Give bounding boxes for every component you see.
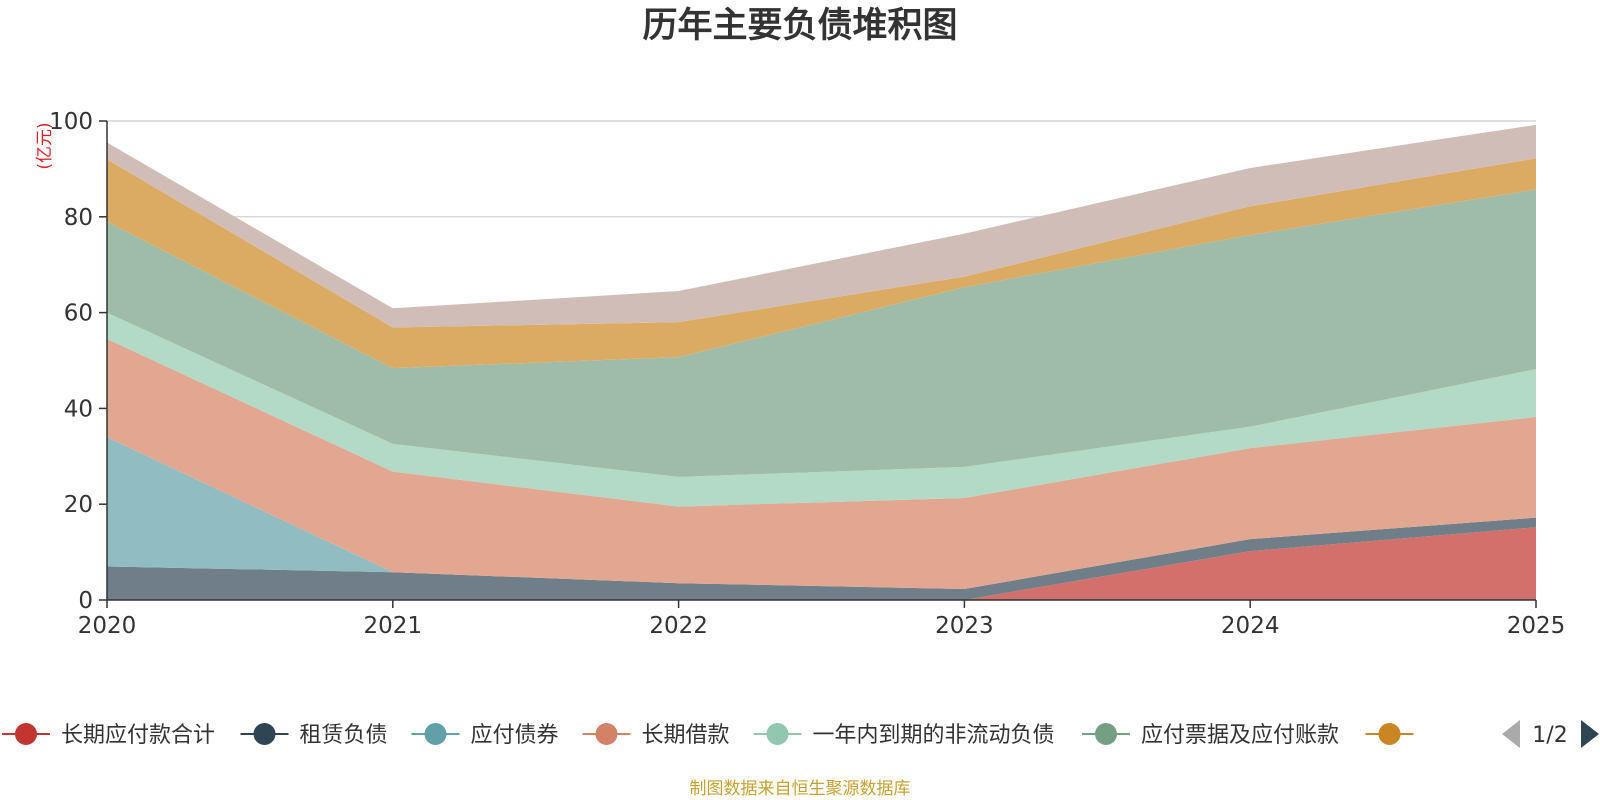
source-note: 制图数据来自恒生聚源数据库 bbox=[689, 779, 911, 799]
legend: 长期应付款合计 租赁负债 应付债券 长期借款 一年内到期的非流动负债 应付票据及应付账款 1… bbox=[2, 720, 1599, 748]
legend-label-series-5: 一年内到期的非流动负债 bbox=[813, 723, 1055, 748]
x-tick-label-2025: 2025 bbox=[1507, 613, 1566, 639]
chart-title: 历年主要负债堆积图 bbox=[642, 6, 958, 46]
y-tick-label-0: 0 bbox=[78, 588, 93, 614]
legend-marker-series-3 bbox=[424, 723, 447, 745]
y-tick-label-100: 100 bbox=[49, 109, 93, 135]
area-series-2[interactable] bbox=[107, 517, 1536, 600]
y-tick-label-80: 80 bbox=[64, 205, 93, 231]
legend-marker-series-4 bbox=[595, 723, 618, 745]
legend-marker-series-1 bbox=[15, 723, 37, 745]
legend-marker-series-5 bbox=[766, 723, 789, 745]
area-series-8[interactable] bbox=[107, 124, 1536, 328]
stacked-areas bbox=[107, 124, 1536, 600]
legend-item-series-4[interactable]: 长期借款 bbox=[582, 723, 730, 748]
legend-item-series-2[interactable]: 租赁负债 bbox=[240, 723, 388, 748]
legend-prev-icon[interactable] bbox=[1502, 720, 1520, 748]
legend-marker-series-7 bbox=[1378, 723, 1401, 745]
legend-marker-series-2 bbox=[253, 723, 276, 745]
legend-page-indicator: 1/2 bbox=[1532, 723, 1567, 748]
legend-label-series-1: 长期应付款合计 bbox=[61, 723, 215, 748]
area-series-5[interactable] bbox=[107, 312, 1536, 507]
y-tick-label-60: 60 bbox=[64, 301, 93, 327]
x-tick-label-2023: 2023 bbox=[935, 613, 994, 639]
axes: 0 20 40 60 80 100 2020 2021 2022 2023 2024 2025 (亿元) bbox=[35, 109, 1565, 639]
x-tick-label-2021: 2021 bbox=[364, 613, 423, 639]
legend-item-series-1[interactable]: 长期应付款合计 bbox=[2, 723, 215, 748]
legend-item-series-7[interactable] bbox=[1365, 723, 1414, 745]
legend-label-series-3: 应付债券 bbox=[471, 723, 559, 748]
x-tick-label-2022: 2022 bbox=[649, 613, 708, 639]
legend-next-icon[interactable] bbox=[1581, 720, 1599, 748]
legend-label-series-6: 应付票据及应付账款 bbox=[1141, 723, 1339, 748]
y-tick-label-40: 40 bbox=[64, 396, 93, 422]
legend-marker-series-6 bbox=[1095, 723, 1117, 745]
area-series-6[interactable] bbox=[107, 189, 1536, 477]
x-tick-label-2020: 2020 bbox=[78, 613, 137, 639]
legend-pager: 1/2 bbox=[1502, 720, 1599, 748]
legend-label-series-2: 租赁负债 bbox=[300, 723, 388, 748]
area-series-4[interactable] bbox=[107, 338, 1536, 589]
area-series-1[interactable] bbox=[107, 527, 1536, 600]
legend-label-series-4: 长期借款 bbox=[642, 723, 730, 748]
legend-item-series-3[interactable]: 应付债券 bbox=[411, 723, 559, 748]
y-tick-label-20: 20 bbox=[64, 492, 93, 518]
legend-item-series-5[interactable]: 一年内到期的非流动负债 bbox=[753, 723, 1055, 748]
x-tick-label-2024: 2024 bbox=[1221, 613, 1280, 639]
legend-item-series-6[interactable]: 应付票据及应付账款 bbox=[1082, 723, 1339, 748]
y-axis-unit-label: (亿元) bbox=[35, 122, 55, 169]
